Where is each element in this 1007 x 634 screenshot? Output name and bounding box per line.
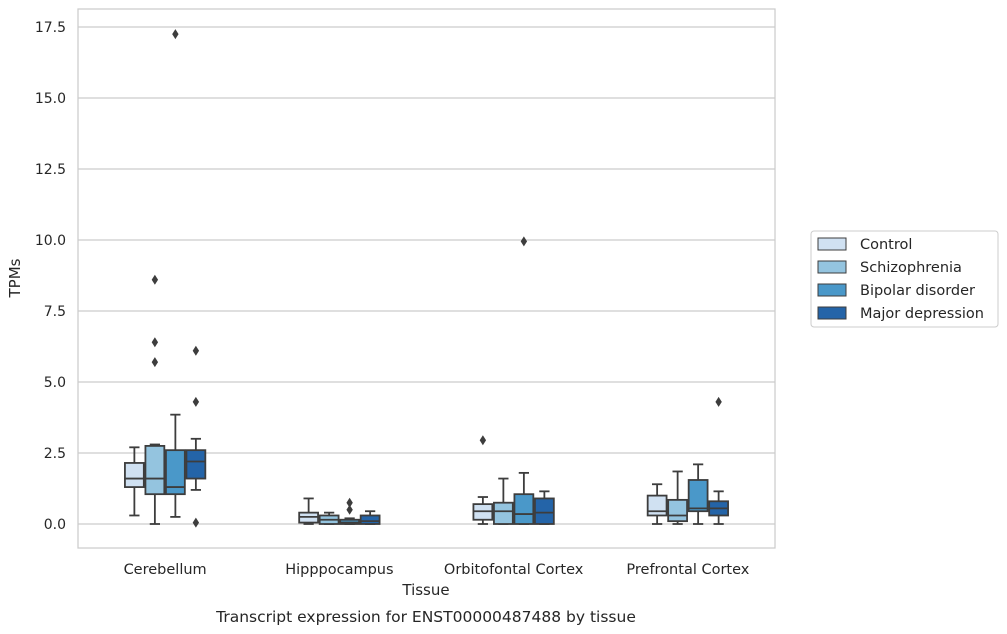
box-major-depression xyxy=(708,396,729,525)
outlier-point xyxy=(151,274,159,285)
outlier-point xyxy=(479,435,487,446)
legend-frame xyxy=(810,230,999,328)
outlier-point xyxy=(346,497,353,508)
legend-swatch xyxy=(817,237,847,251)
box-iqr xyxy=(124,462,145,488)
y-tick-label: 7.5 xyxy=(44,304,66,320)
legend-swatch xyxy=(817,260,847,274)
box-schizophrenia xyxy=(318,511,340,525)
x-axis-label: Tissue xyxy=(401,581,449,599)
box-iqr xyxy=(359,514,381,525)
x-tick-label: Hipppocampus xyxy=(285,562,393,578)
outlier-point xyxy=(172,29,179,40)
chart-title: Transcript expression for ENST0000048748… xyxy=(215,608,636,626)
outlier-point xyxy=(715,396,722,407)
box-control xyxy=(472,435,494,525)
outlier-point xyxy=(151,337,159,348)
legend-entry: Control xyxy=(860,237,912,253)
y-tick-label: 10.0 xyxy=(35,233,66,249)
legend: Control Schizophrenia Bipolar disorder Majo… xyxy=(810,230,999,328)
y-tick-label: 5.0 xyxy=(44,375,66,391)
y-tick-label: 15.0 xyxy=(35,91,66,107)
outlier-point xyxy=(151,357,159,368)
x-axis-ticks: Cerebellum Hipppocampus Orbitofontal Corte… xyxy=(124,562,750,578)
box-control xyxy=(124,446,145,517)
box-schizophrenia xyxy=(493,477,514,525)
box-major-depression xyxy=(534,490,555,525)
plot-frame xyxy=(77,8,776,549)
box-control xyxy=(298,497,319,525)
y-tick-label: 12.5 xyxy=(35,162,66,178)
box-bipolar-disorder xyxy=(165,29,186,518)
outlier-point xyxy=(192,396,200,407)
box-bipolar-disorder xyxy=(339,497,360,525)
box-major-depression xyxy=(185,345,207,528)
outlier-point xyxy=(192,517,200,528)
legend-entry: Major depression xyxy=(860,306,984,322)
box-bipolar-disorder xyxy=(513,236,535,525)
box-bipolar-disorder xyxy=(687,463,709,525)
y-tick-label: 2.5 xyxy=(44,446,66,462)
outlier-point xyxy=(192,345,200,356)
legend-swatch xyxy=(817,306,847,320)
box-groups xyxy=(124,29,729,528)
x-tick-label: Orbitofontal Cortex xyxy=(444,562,584,578)
box-iqr xyxy=(687,479,709,513)
box-iqr xyxy=(534,497,555,525)
y-tick-label: 0.0 xyxy=(44,517,66,533)
box-iqr xyxy=(144,444,166,496)
outlier-point xyxy=(520,236,528,247)
legend-entry: Bipolar disorder xyxy=(860,283,975,299)
box-iqr xyxy=(646,494,668,517)
box-iqr xyxy=(165,449,186,496)
box-schizophrenia xyxy=(667,470,688,525)
outlier-point xyxy=(346,504,353,515)
y-axis-ticks: 0.0 2.5 5.0 7.5 10.0 12.5 15.0 17.5 xyxy=(35,20,66,533)
box-schizophrenia xyxy=(144,274,166,525)
box-control xyxy=(646,483,668,525)
x-tick-label: Cerebellum xyxy=(124,562,207,578)
legend-swatch xyxy=(817,283,847,297)
box-iqr xyxy=(513,493,535,525)
box-iqr xyxy=(185,449,207,480)
box-iqr xyxy=(493,501,514,525)
y-axis-label: TPMs xyxy=(6,258,24,298)
x-tick-label: Prefrontal Cortex xyxy=(626,562,749,578)
legend-entry: Schizophrenia xyxy=(860,260,962,276)
y-tick-label: 17.5 xyxy=(35,20,66,36)
box-iqr xyxy=(667,498,688,523)
box-major-depression xyxy=(359,510,381,525)
